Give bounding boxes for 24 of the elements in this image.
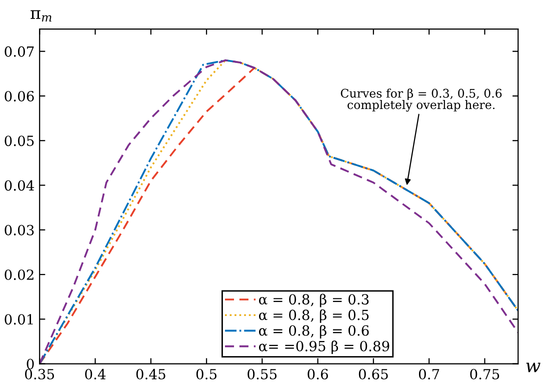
legend-label: α = 0.8, β = 0.3 [259, 294, 369, 308]
x-axis-title: w [526, 362, 540, 372]
x-tick-label: 0.4 [85, 368, 106, 380]
y-tick-label: 0.03 [4, 224, 34, 236]
x-tick-label: 0.5 [196, 368, 216, 380]
y-tick-label: 0 [26, 358, 34, 370]
legend-label: α = 0.8, β = 0.6 [259, 324, 369, 338]
annotation: Curves for β = 0.3, 0.5, 0.6 completely overlap here. [340, 88, 502, 112]
legend-label: α = 0.8, β = 0.5 [259, 309, 369, 323]
y-tick-label: 0.01 [4, 314, 33, 325]
x-tick-label: 0.65 [358, 368, 388, 380]
x-tick-label: 0.7 [418, 368, 440, 380]
x-tick-label: 0.35 [25, 368, 54, 380]
y-tick-label: 0.06 [4, 90, 34, 102]
x-tick-label: 0.6 [308, 368, 328, 380]
y-tick-label: 0.02 [4, 269, 34, 280]
x-tick-label: 0.75 [470, 368, 500, 380]
y-tick-label: 0.04 [4, 180, 34, 191]
y-axis-title: π$_{m}$ [30, 10, 52, 22]
y-tick-label: 0.07 [4, 46, 34, 57]
x-tick-label: 0.45 [136, 368, 166, 380]
y-tick-label: 0.05 [4, 136, 34, 146]
x-tick-label: 0.55 [248, 368, 277, 380]
legend-label: α= =0.95 β = 0.89 [259, 340, 390, 354]
